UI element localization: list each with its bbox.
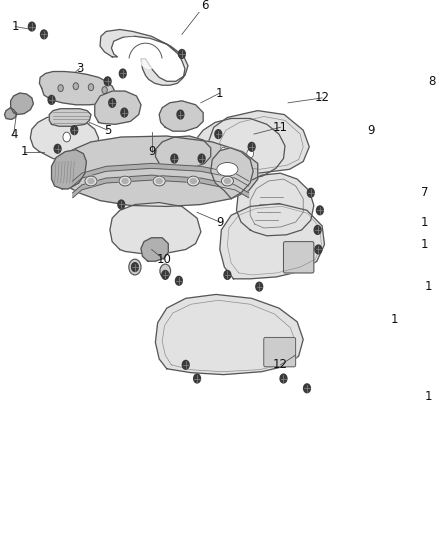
Circle shape bbox=[121, 108, 128, 117]
Circle shape bbox=[54, 144, 61, 153]
Ellipse shape bbox=[122, 179, 128, 183]
Polygon shape bbox=[49, 109, 91, 126]
Polygon shape bbox=[208, 111, 309, 173]
Text: 10: 10 bbox=[156, 253, 171, 266]
Circle shape bbox=[63, 132, 71, 142]
Circle shape bbox=[102, 87, 107, 93]
Circle shape bbox=[28, 22, 35, 31]
Text: 1: 1 bbox=[390, 313, 398, 326]
Ellipse shape bbox=[119, 176, 131, 186]
Circle shape bbox=[48, 95, 55, 104]
Circle shape bbox=[280, 374, 287, 383]
Circle shape bbox=[182, 360, 189, 369]
Ellipse shape bbox=[224, 179, 230, 183]
Circle shape bbox=[215, 130, 222, 139]
Text: 9: 9 bbox=[216, 215, 223, 229]
Circle shape bbox=[120, 69, 126, 78]
Polygon shape bbox=[62, 136, 258, 206]
Ellipse shape bbox=[187, 176, 199, 186]
Text: 11: 11 bbox=[273, 121, 288, 134]
Polygon shape bbox=[193, 118, 285, 180]
Circle shape bbox=[109, 99, 116, 107]
FancyBboxPatch shape bbox=[264, 337, 296, 367]
Text: 6: 6 bbox=[201, 0, 208, 12]
Ellipse shape bbox=[190, 179, 196, 183]
Ellipse shape bbox=[156, 179, 162, 183]
Text: 1: 1 bbox=[424, 280, 432, 293]
Text: 1: 1 bbox=[421, 215, 428, 229]
Circle shape bbox=[131, 263, 138, 271]
Polygon shape bbox=[95, 91, 141, 124]
Polygon shape bbox=[73, 175, 249, 198]
Ellipse shape bbox=[88, 179, 94, 183]
Circle shape bbox=[88, 84, 94, 91]
Polygon shape bbox=[155, 136, 211, 169]
Circle shape bbox=[247, 149, 254, 158]
Circle shape bbox=[176, 276, 182, 285]
Circle shape bbox=[179, 50, 185, 58]
Polygon shape bbox=[30, 116, 99, 160]
Circle shape bbox=[118, 200, 125, 209]
Polygon shape bbox=[237, 173, 314, 236]
Text: 1: 1 bbox=[11, 20, 19, 33]
Circle shape bbox=[41, 30, 47, 39]
Polygon shape bbox=[110, 203, 201, 253]
Circle shape bbox=[256, 282, 263, 291]
Circle shape bbox=[171, 154, 178, 163]
Circle shape bbox=[198, 154, 205, 163]
Circle shape bbox=[315, 245, 322, 254]
Text: 9: 9 bbox=[367, 124, 375, 136]
Polygon shape bbox=[73, 164, 249, 186]
Circle shape bbox=[307, 188, 314, 197]
Text: 5: 5 bbox=[104, 124, 111, 136]
Circle shape bbox=[104, 77, 111, 86]
Circle shape bbox=[58, 85, 64, 92]
Polygon shape bbox=[11, 93, 33, 115]
Polygon shape bbox=[159, 101, 203, 131]
Circle shape bbox=[314, 225, 321, 235]
Polygon shape bbox=[118, 37, 161, 69]
Circle shape bbox=[304, 384, 311, 393]
Circle shape bbox=[194, 374, 201, 383]
Circle shape bbox=[224, 270, 231, 279]
Text: 9: 9 bbox=[148, 145, 155, 158]
Circle shape bbox=[160, 264, 170, 278]
Text: 12: 12 bbox=[314, 92, 330, 104]
Circle shape bbox=[317, 206, 323, 215]
Circle shape bbox=[220, 147, 227, 156]
Text: 1: 1 bbox=[421, 238, 428, 251]
Text: 4: 4 bbox=[10, 127, 18, 141]
Text: 1: 1 bbox=[216, 86, 223, 100]
Circle shape bbox=[162, 270, 169, 279]
Ellipse shape bbox=[153, 176, 165, 186]
Circle shape bbox=[132, 263, 138, 271]
Circle shape bbox=[71, 126, 78, 135]
Text: 12: 12 bbox=[273, 358, 288, 372]
Polygon shape bbox=[39, 71, 115, 105]
Text: 1: 1 bbox=[424, 390, 432, 402]
FancyBboxPatch shape bbox=[283, 241, 314, 273]
Text: 7: 7 bbox=[421, 186, 428, 199]
Ellipse shape bbox=[85, 176, 97, 186]
Polygon shape bbox=[100, 29, 188, 85]
Polygon shape bbox=[141, 238, 168, 261]
Circle shape bbox=[248, 142, 255, 151]
Polygon shape bbox=[155, 294, 303, 375]
Polygon shape bbox=[4, 108, 17, 119]
Circle shape bbox=[73, 83, 78, 90]
Polygon shape bbox=[220, 204, 325, 279]
Ellipse shape bbox=[221, 176, 233, 186]
Circle shape bbox=[129, 259, 141, 275]
Ellipse shape bbox=[217, 163, 238, 176]
Text: 8: 8 bbox=[428, 75, 436, 88]
Polygon shape bbox=[52, 150, 86, 189]
Text: 3: 3 bbox=[76, 62, 83, 75]
Circle shape bbox=[177, 110, 184, 119]
Polygon shape bbox=[211, 148, 253, 199]
Text: 1: 1 bbox=[21, 145, 28, 158]
